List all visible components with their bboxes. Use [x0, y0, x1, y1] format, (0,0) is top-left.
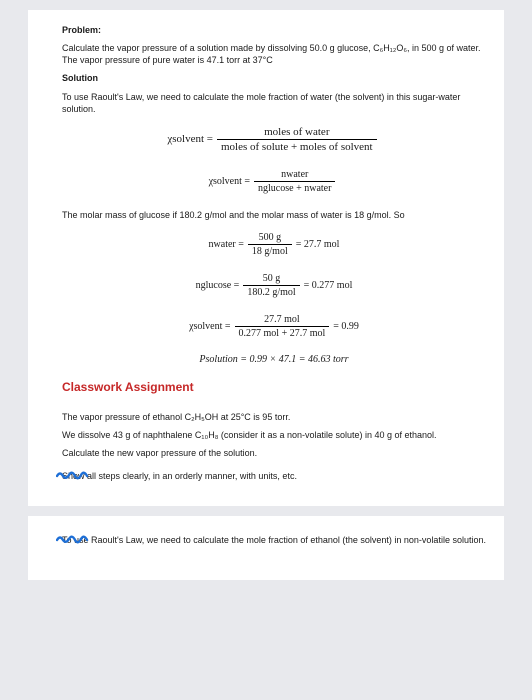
eq2-den: nglucose + nwater [254, 181, 335, 195]
eq1-den: moles of solute + moles of solvent [217, 139, 377, 154]
equation-chi-numeric: χsolvent = 27.7 mol 0.277 mol + 27.7 mol… [62, 313, 486, 340]
problem-heading: Problem: [62, 24, 486, 36]
nwater-den: 18 g/mol [248, 244, 292, 258]
nwater-rhs: = 27.7 mol [296, 239, 340, 250]
eq2-lhs: χsolvent = [209, 176, 250, 187]
annotation-scribble-icon [56, 470, 90, 481]
nwater-num: 500 g [255, 231, 286, 244]
eq1-num: moles of water [260, 125, 333, 139]
chi-rhs: = 0.99 [333, 321, 359, 332]
classwork-line1: The vapor pressure of ethanol C₂H₅OH at … [62, 411, 486, 423]
nwater-lhs: nwater = [209, 239, 244, 250]
classwork-line3: Calculate the new vapor pressure of the … [62, 447, 486, 459]
answer-text: To use Raoult's Law, we need to calculat… [62, 534, 486, 546]
chi-lhs: χsolvent = [189, 321, 230, 332]
eq2-num: nwater [277, 168, 312, 181]
molar-mass-text: The molar mass of glucose if 180.2 g/mol… [62, 209, 486, 221]
annotation-scribble-icon [56, 534, 90, 545]
classwork-line2: We dissolve 43 g of naphthalene C₁₀H₈ (c… [62, 429, 486, 441]
equation-psolution: Psolution = 0.99 × 47.1 = 46.63 torr [62, 354, 486, 365]
main-card: Problem: Calculate the vapor pressure of… [28, 10, 504, 506]
classwork-note: Show all steps clearly, in an orderly ma… [62, 470, 486, 482]
nglucose-lhs: nglucose = [196, 280, 240, 291]
chi-den: 0.277 mol + 27.7 mol [235, 326, 330, 340]
answer-card: To use Raoult's Law, we need to calculat… [28, 516, 504, 580]
solution-heading: Solution [62, 72, 486, 84]
classwork-heading: Classwork Assignment [62, 379, 486, 395]
nglucose-rhs: = 0.277 mol [304, 280, 353, 291]
nglucose-num: 50 g [259, 272, 285, 285]
equation-chi-symbols: χsolvent = nwater nglucose + nwater [62, 168, 486, 195]
equation-nwater: nwater = 500 g 18 g/mol = 27.7 mol [62, 231, 486, 258]
problem-text: Calculate the vapor pressure of a soluti… [62, 42, 486, 66]
equation-nglucose: nglucose = 50 g 180.2 g/mol = 0.277 mol [62, 272, 486, 299]
eq1-lhs: χsolvent = [167, 133, 213, 145]
chi-num: 27.7 mol [260, 313, 304, 326]
nglucose-den: 180.2 g/mol [243, 285, 299, 299]
psol-text: Psolution = 0.99 × 47.1 = 46.63 torr [199, 354, 348, 365]
solution-intro: To use Raoult's Law, we need to calculat… [62, 91, 486, 115]
equation-chi-words: χsolvent = moles of water moles of solut… [62, 125, 486, 154]
